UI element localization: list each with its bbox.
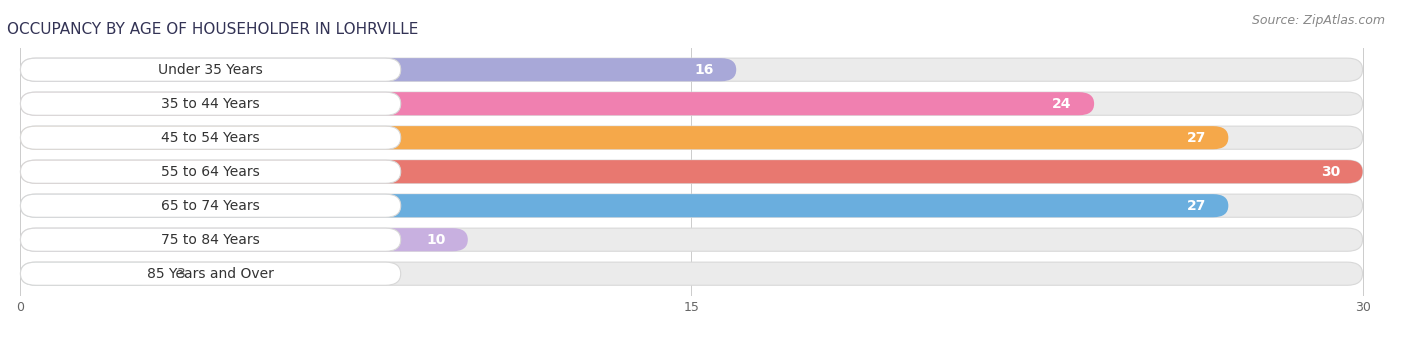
FancyBboxPatch shape: [21, 126, 1229, 149]
Text: 65 to 74 Years: 65 to 74 Years: [162, 199, 260, 213]
FancyBboxPatch shape: [21, 262, 401, 285]
Text: 45 to 54 Years: 45 to 54 Years: [162, 131, 260, 145]
FancyBboxPatch shape: [21, 92, 1094, 115]
Text: 27: 27: [1187, 131, 1206, 145]
Text: 85 Years and Over: 85 Years and Over: [148, 267, 274, 281]
FancyBboxPatch shape: [21, 92, 401, 115]
FancyBboxPatch shape: [21, 194, 1362, 217]
FancyBboxPatch shape: [21, 160, 1362, 183]
Text: 3: 3: [177, 267, 186, 281]
Text: 35 to 44 Years: 35 to 44 Years: [162, 97, 260, 111]
Text: Under 35 Years: Under 35 Years: [159, 63, 263, 77]
FancyBboxPatch shape: [21, 262, 155, 285]
FancyBboxPatch shape: [21, 228, 1362, 251]
FancyBboxPatch shape: [21, 160, 1362, 183]
Text: OCCUPANCY BY AGE OF HOUSEHOLDER IN LOHRVILLE: OCCUPANCY BY AGE OF HOUSEHOLDER IN LOHRV…: [7, 22, 419, 37]
Text: 24: 24: [1052, 97, 1071, 111]
Text: 30: 30: [1320, 165, 1340, 179]
Text: 16: 16: [695, 63, 714, 77]
FancyBboxPatch shape: [21, 126, 1362, 149]
Text: 75 to 84 Years: 75 to 84 Years: [162, 233, 260, 247]
FancyBboxPatch shape: [21, 58, 1362, 81]
FancyBboxPatch shape: [21, 126, 401, 149]
FancyBboxPatch shape: [21, 228, 401, 251]
FancyBboxPatch shape: [21, 160, 401, 183]
Text: 55 to 64 Years: 55 to 64 Years: [162, 165, 260, 179]
Text: 10: 10: [426, 233, 446, 247]
FancyBboxPatch shape: [21, 262, 1362, 285]
FancyBboxPatch shape: [21, 92, 1362, 115]
FancyBboxPatch shape: [21, 194, 401, 217]
FancyBboxPatch shape: [21, 228, 468, 251]
Text: 27: 27: [1187, 199, 1206, 213]
Text: Source: ZipAtlas.com: Source: ZipAtlas.com: [1251, 14, 1385, 27]
FancyBboxPatch shape: [21, 58, 401, 81]
FancyBboxPatch shape: [21, 194, 1229, 217]
FancyBboxPatch shape: [21, 58, 737, 81]
